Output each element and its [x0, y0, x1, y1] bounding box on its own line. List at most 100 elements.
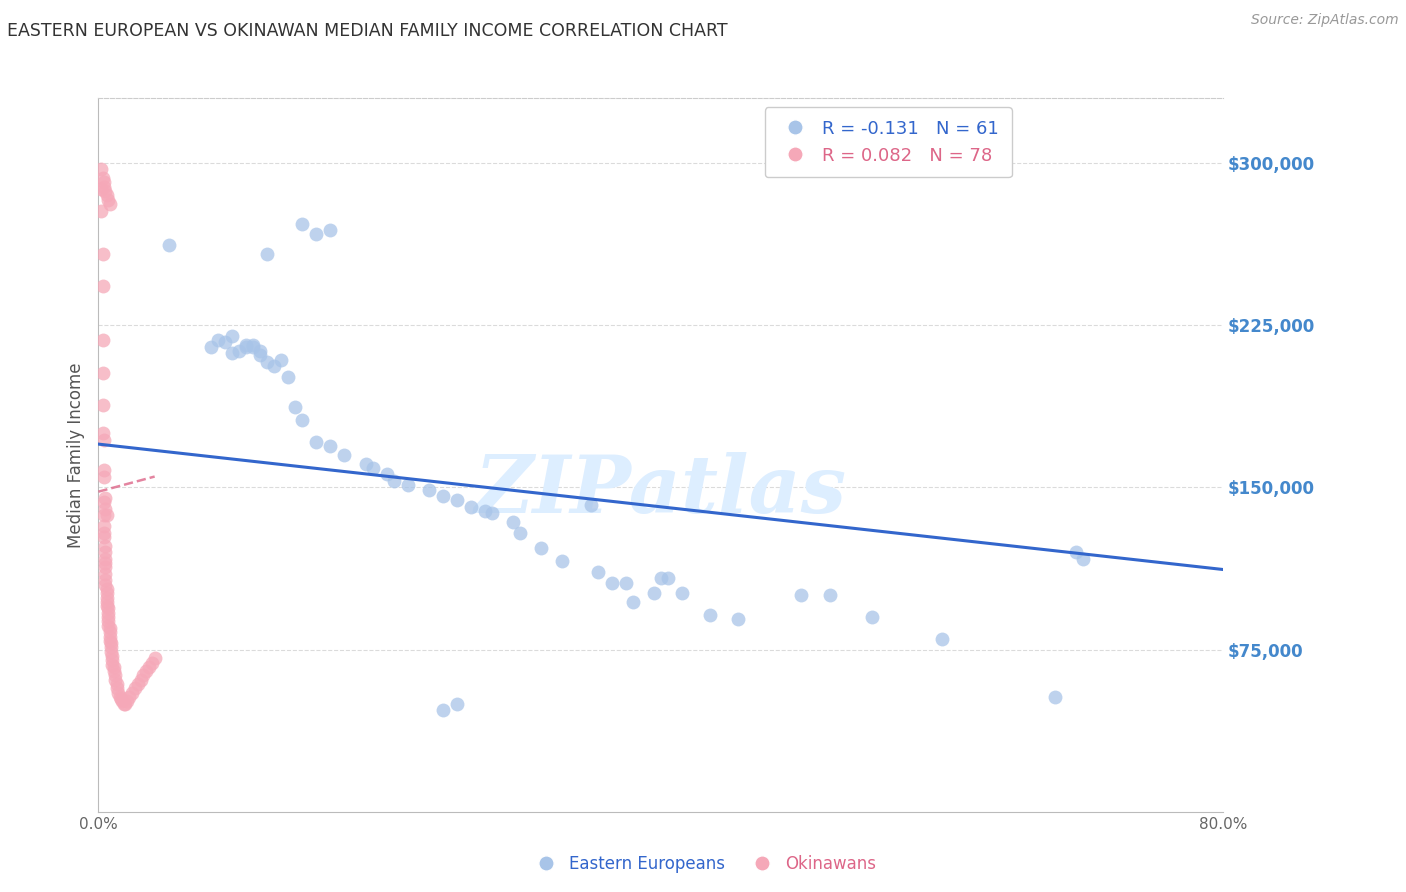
Point: [91, 247, 114, 261]
Point: [93, 530, 115, 544]
Point: [221, 346, 243, 360]
Point: [221, 329, 243, 343]
Point: [94, 539, 117, 553]
Point: [104, 673, 127, 687]
Point: [200, 340, 222, 354]
Point: [91, 398, 114, 412]
Point: [103, 664, 125, 678]
Point: [91, 334, 114, 348]
Point: [207, 334, 229, 348]
Point: [98, 630, 121, 644]
Point: [101, 657, 124, 672]
Point: [263, 359, 285, 374]
Text: EASTERN EUROPEAN VS OKINAWAN MEDIAN FAMILY INCOME CORRELATION CHART: EASTERN EUROPEAN VS OKINAWAN MEDIAN FAMI…: [7, 22, 728, 40]
Point: [108, 690, 131, 705]
Point: [354, 457, 377, 471]
Point: [91, 426, 114, 441]
Point: [91, 171, 114, 186]
Point: [214, 335, 236, 350]
Point: [818, 589, 841, 603]
Point: [446, 493, 468, 508]
Point: [235, 340, 257, 354]
Point: [319, 223, 342, 237]
Point: [101, 653, 124, 667]
Point: [141, 656, 163, 670]
Point: [96, 188, 118, 202]
Point: [127, 677, 149, 691]
Point: [94, 545, 117, 559]
Point: [107, 686, 129, 700]
Point: [103, 660, 125, 674]
Point: [98, 621, 121, 635]
Point: [94, 556, 117, 570]
Point: [93, 525, 115, 540]
Point: [98, 625, 121, 640]
Point: [105, 681, 128, 696]
Point: [305, 227, 328, 242]
Point: [96, 599, 118, 614]
Point: [382, 474, 405, 488]
Point: [93, 495, 115, 509]
Point: [97, 193, 120, 207]
Point: [1043, 690, 1066, 705]
Point: [614, 575, 637, 590]
Point: [502, 515, 524, 529]
Point: [291, 413, 314, 427]
Text: Source: ZipAtlas.com: Source: ZipAtlas.com: [1251, 13, 1399, 28]
Point: [790, 589, 813, 603]
Point: [460, 500, 482, 514]
Legend: Eastern Europeans, Okinawans: Eastern Europeans, Okinawans: [523, 848, 883, 880]
Point: [699, 607, 721, 622]
Point: [135, 664, 157, 678]
Point: [931, 632, 953, 646]
Point: [551, 554, 574, 568]
Point: [860, 610, 883, 624]
Point: [228, 344, 250, 359]
Point: [93, 463, 115, 477]
Point: [375, 467, 398, 482]
Point: [91, 279, 114, 293]
Point: [98, 197, 121, 211]
Point: [97, 606, 120, 620]
Point: [94, 502, 117, 516]
Point: [1064, 545, 1087, 559]
Point: [93, 519, 115, 533]
Point: [104, 668, 127, 682]
Point: [90, 203, 112, 218]
Point: [284, 401, 307, 415]
Point: [530, 541, 553, 555]
Point: [579, 498, 602, 512]
Point: [432, 703, 454, 717]
Point: [114, 697, 136, 711]
Point: [277, 370, 299, 384]
Point: [396, 478, 419, 492]
Point: [118, 690, 141, 705]
Text: ZIPatlas: ZIPatlas: [475, 452, 846, 529]
Point: [96, 582, 118, 596]
Point: [249, 348, 271, 362]
Point: [235, 337, 257, 351]
Point: [256, 247, 278, 261]
Point: [97, 619, 120, 633]
Point: [242, 340, 264, 354]
Point: [115, 694, 138, 708]
Point: [94, 491, 117, 505]
Point: [94, 566, 117, 581]
Point: [96, 591, 118, 605]
Point: [97, 601, 120, 615]
Point: [96, 508, 118, 523]
Point: [621, 595, 644, 609]
Point: [474, 504, 496, 518]
Point: [111, 694, 134, 708]
Point: [138, 660, 160, 674]
Point: [481, 506, 503, 520]
Point: [256, 355, 278, 369]
Point: [97, 610, 120, 624]
Point: [94, 184, 117, 198]
Point: [1071, 551, 1094, 566]
Point: [249, 344, 271, 359]
Point: [509, 525, 531, 540]
Y-axis label: Median Family Income: Median Family Income: [67, 362, 86, 548]
Point: [600, 575, 623, 590]
Point: [90, 162, 112, 177]
